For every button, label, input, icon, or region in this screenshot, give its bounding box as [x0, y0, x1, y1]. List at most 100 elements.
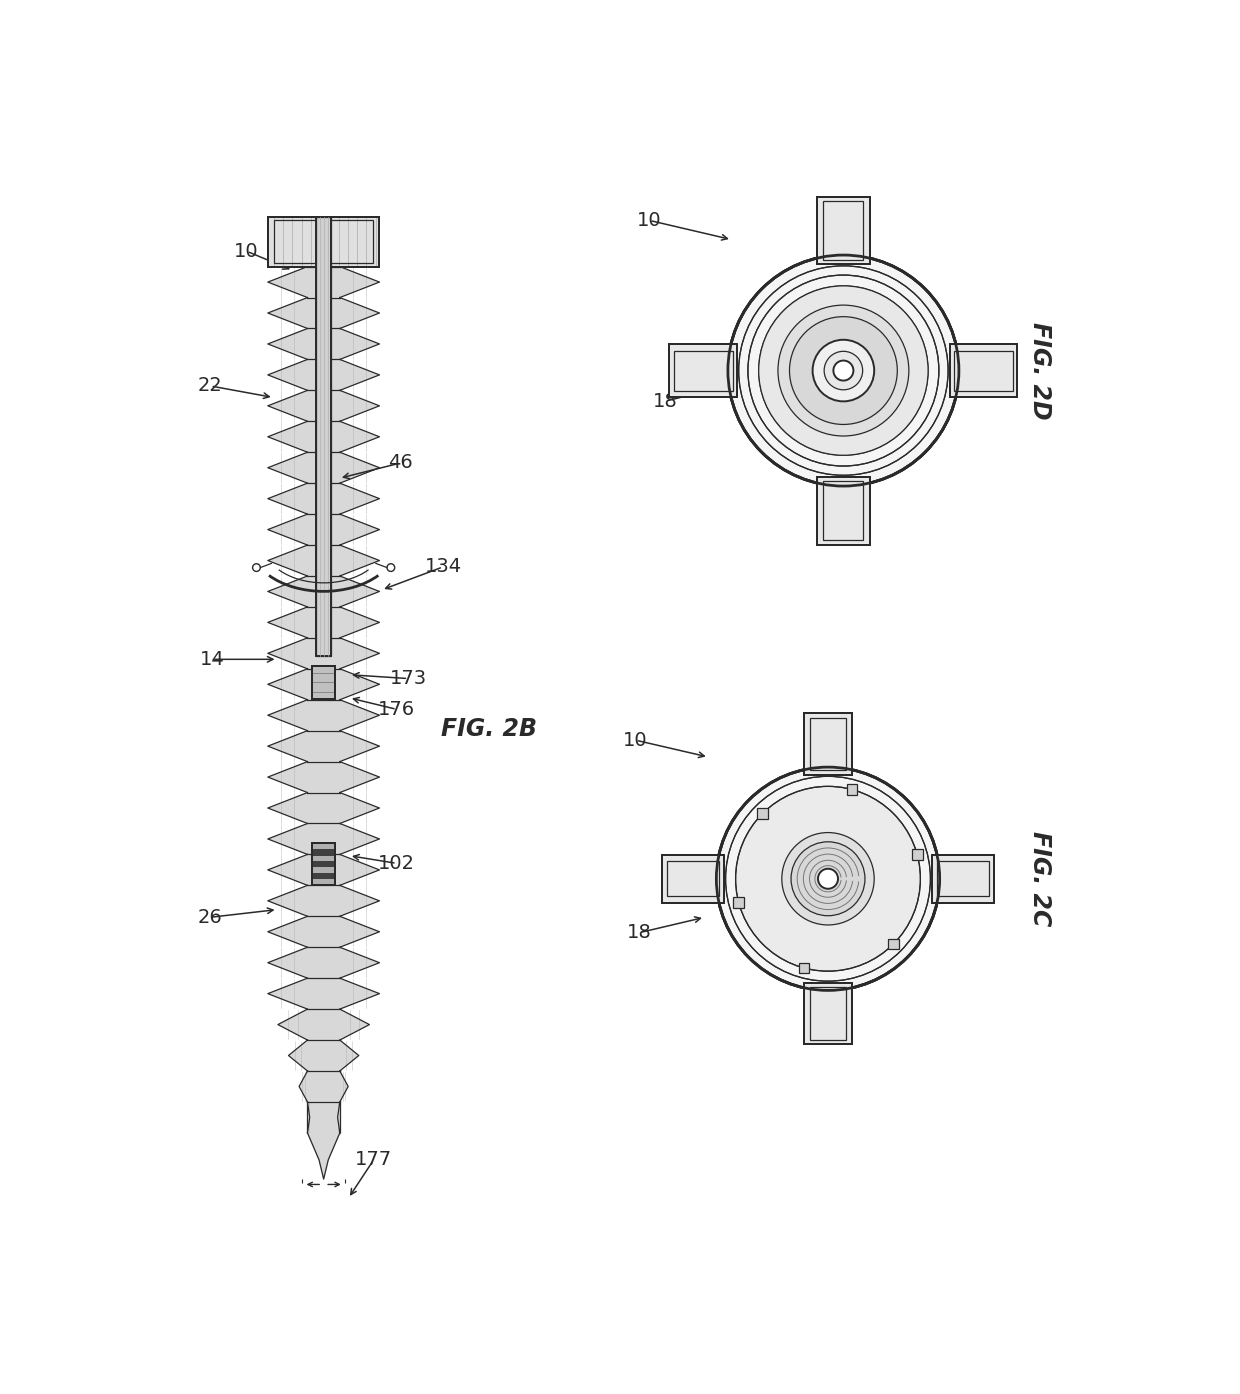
Bar	[308, 266, 340, 1133]
Polygon shape	[268, 916, 379, 948]
Polygon shape	[268, 360, 379, 390]
Text: 46: 46	[388, 453, 413, 473]
Text: 10: 10	[637, 210, 662, 230]
Polygon shape	[268, 948, 379, 979]
Polygon shape	[268, 545, 379, 576]
Polygon shape	[268, 669, 379, 700]
Polygon shape	[268, 266, 379, 297]
Circle shape	[833, 361, 853, 381]
Bar	[810, 987, 846, 1040]
Circle shape	[717, 767, 940, 990]
Bar	[932, 855, 993, 903]
Bar	[817, 477, 869, 545]
Circle shape	[728, 255, 959, 487]
Bar	[823, 201, 863, 259]
Text: 134: 134	[424, 558, 461, 576]
Bar	[810, 987, 846, 1040]
Bar	[312, 843, 335, 885]
Bar	[955, 350, 1013, 390]
Bar	[662, 855, 724, 903]
Bar	[817, 197, 869, 265]
Bar	[817, 197, 869, 265]
Circle shape	[759, 286, 928, 456]
Bar	[312, 873, 335, 880]
Bar	[733, 898, 744, 907]
Bar	[316, 216, 331, 657]
Polygon shape	[268, 700, 379, 730]
Bar	[817, 197, 869, 265]
Polygon shape	[308, 1101, 340, 1133]
Bar	[932, 855, 993, 903]
Bar	[804, 983, 852, 1044]
Polygon shape	[268, 730, 379, 761]
Bar	[932, 855, 993, 903]
Bar	[804, 714, 852, 775]
Polygon shape	[268, 514, 379, 545]
Bar	[911, 849, 923, 860]
Bar	[662, 855, 724, 903]
Text: 18: 18	[627, 923, 652, 942]
Polygon shape	[268, 824, 379, 855]
Bar	[312, 666, 335, 698]
Text: 26: 26	[198, 907, 223, 927]
Bar	[799, 963, 810, 973]
Polygon shape	[268, 606, 379, 638]
Bar	[950, 344, 1017, 397]
Text: 176: 176	[378, 700, 415, 719]
Polygon shape	[268, 638, 379, 669]
Bar	[670, 344, 737, 397]
Bar	[932, 855, 993, 903]
Bar	[817, 477, 869, 545]
Bar	[670, 344, 737, 397]
Polygon shape	[308, 1133, 340, 1179]
Bar	[823, 481, 863, 539]
Bar	[804, 983, 852, 1044]
Circle shape	[791, 842, 866, 916]
Text: FIG. 2B: FIG. 2B	[441, 717, 537, 740]
Bar	[847, 783, 857, 795]
Circle shape	[781, 832, 874, 926]
Circle shape	[818, 868, 838, 889]
Bar	[823, 481, 863, 539]
Bar	[316, 216, 331, 657]
Circle shape	[735, 786, 920, 972]
Polygon shape	[268, 452, 379, 484]
Bar	[936, 861, 990, 896]
Bar	[804, 983, 852, 1044]
Polygon shape	[278, 1009, 370, 1040]
Bar	[268, 216, 379, 266]
Bar	[804, 714, 852, 775]
Text: 177: 177	[355, 1150, 392, 1170]
Bar	[810, 718, 846, 771]
Bar	[662, 855, 724, 903]
Bar	[667, 861, 719, 896]
Text: FIG. 2C: FIG. 2C	[1028, 831, 1052, 927]
Bar	[823, 201, 863, 259]
Text: 173: 173	[389, 669, 427, 689]
Polygon shape	[268, 761, 379, 793]
Text: FIG. 2D: FIG. 2D	[1028, 322, 1052, 420]
Text: 10: 10	[234, 241, 259, 261]
Bar	[312, 849, 335, 856]
Bar	[312, 861, 335, 867]
Text: 18: 18	[652, 392, 677, 411]
Bar	[950, 344, 1017, 397]
Polygon shape	[268, 390, 379, 421]
Bar	[662, 855, 724, 903]
Polygon shape	[299, 1071, 348, 1101]
Bar	[312, 666, 335, 698]
Circle shape	[825, 351, 863, 390]
Text: 102: 102	[378, 855, 415, 873]
Bar	[817, 477, 869, 545]
Polygon shape	[268, 885, 379, 916]
Polygon shape	[268, 793, 379, 824]
Circle shape	[790, 316, 898, 424]
Bar	[670, 344, 737, 397]
Bar	[817, 477, 869, 545]
Bar	[817, 197, 869, 265]
Bar	[888, 938, 899, 949]
Bar	[936, 861, 990, 896]
Circle shape	[777, 305, 909, 436]
Bar	[675, 350, 733, 390]
Bar	[667, 861, 719, 896]
